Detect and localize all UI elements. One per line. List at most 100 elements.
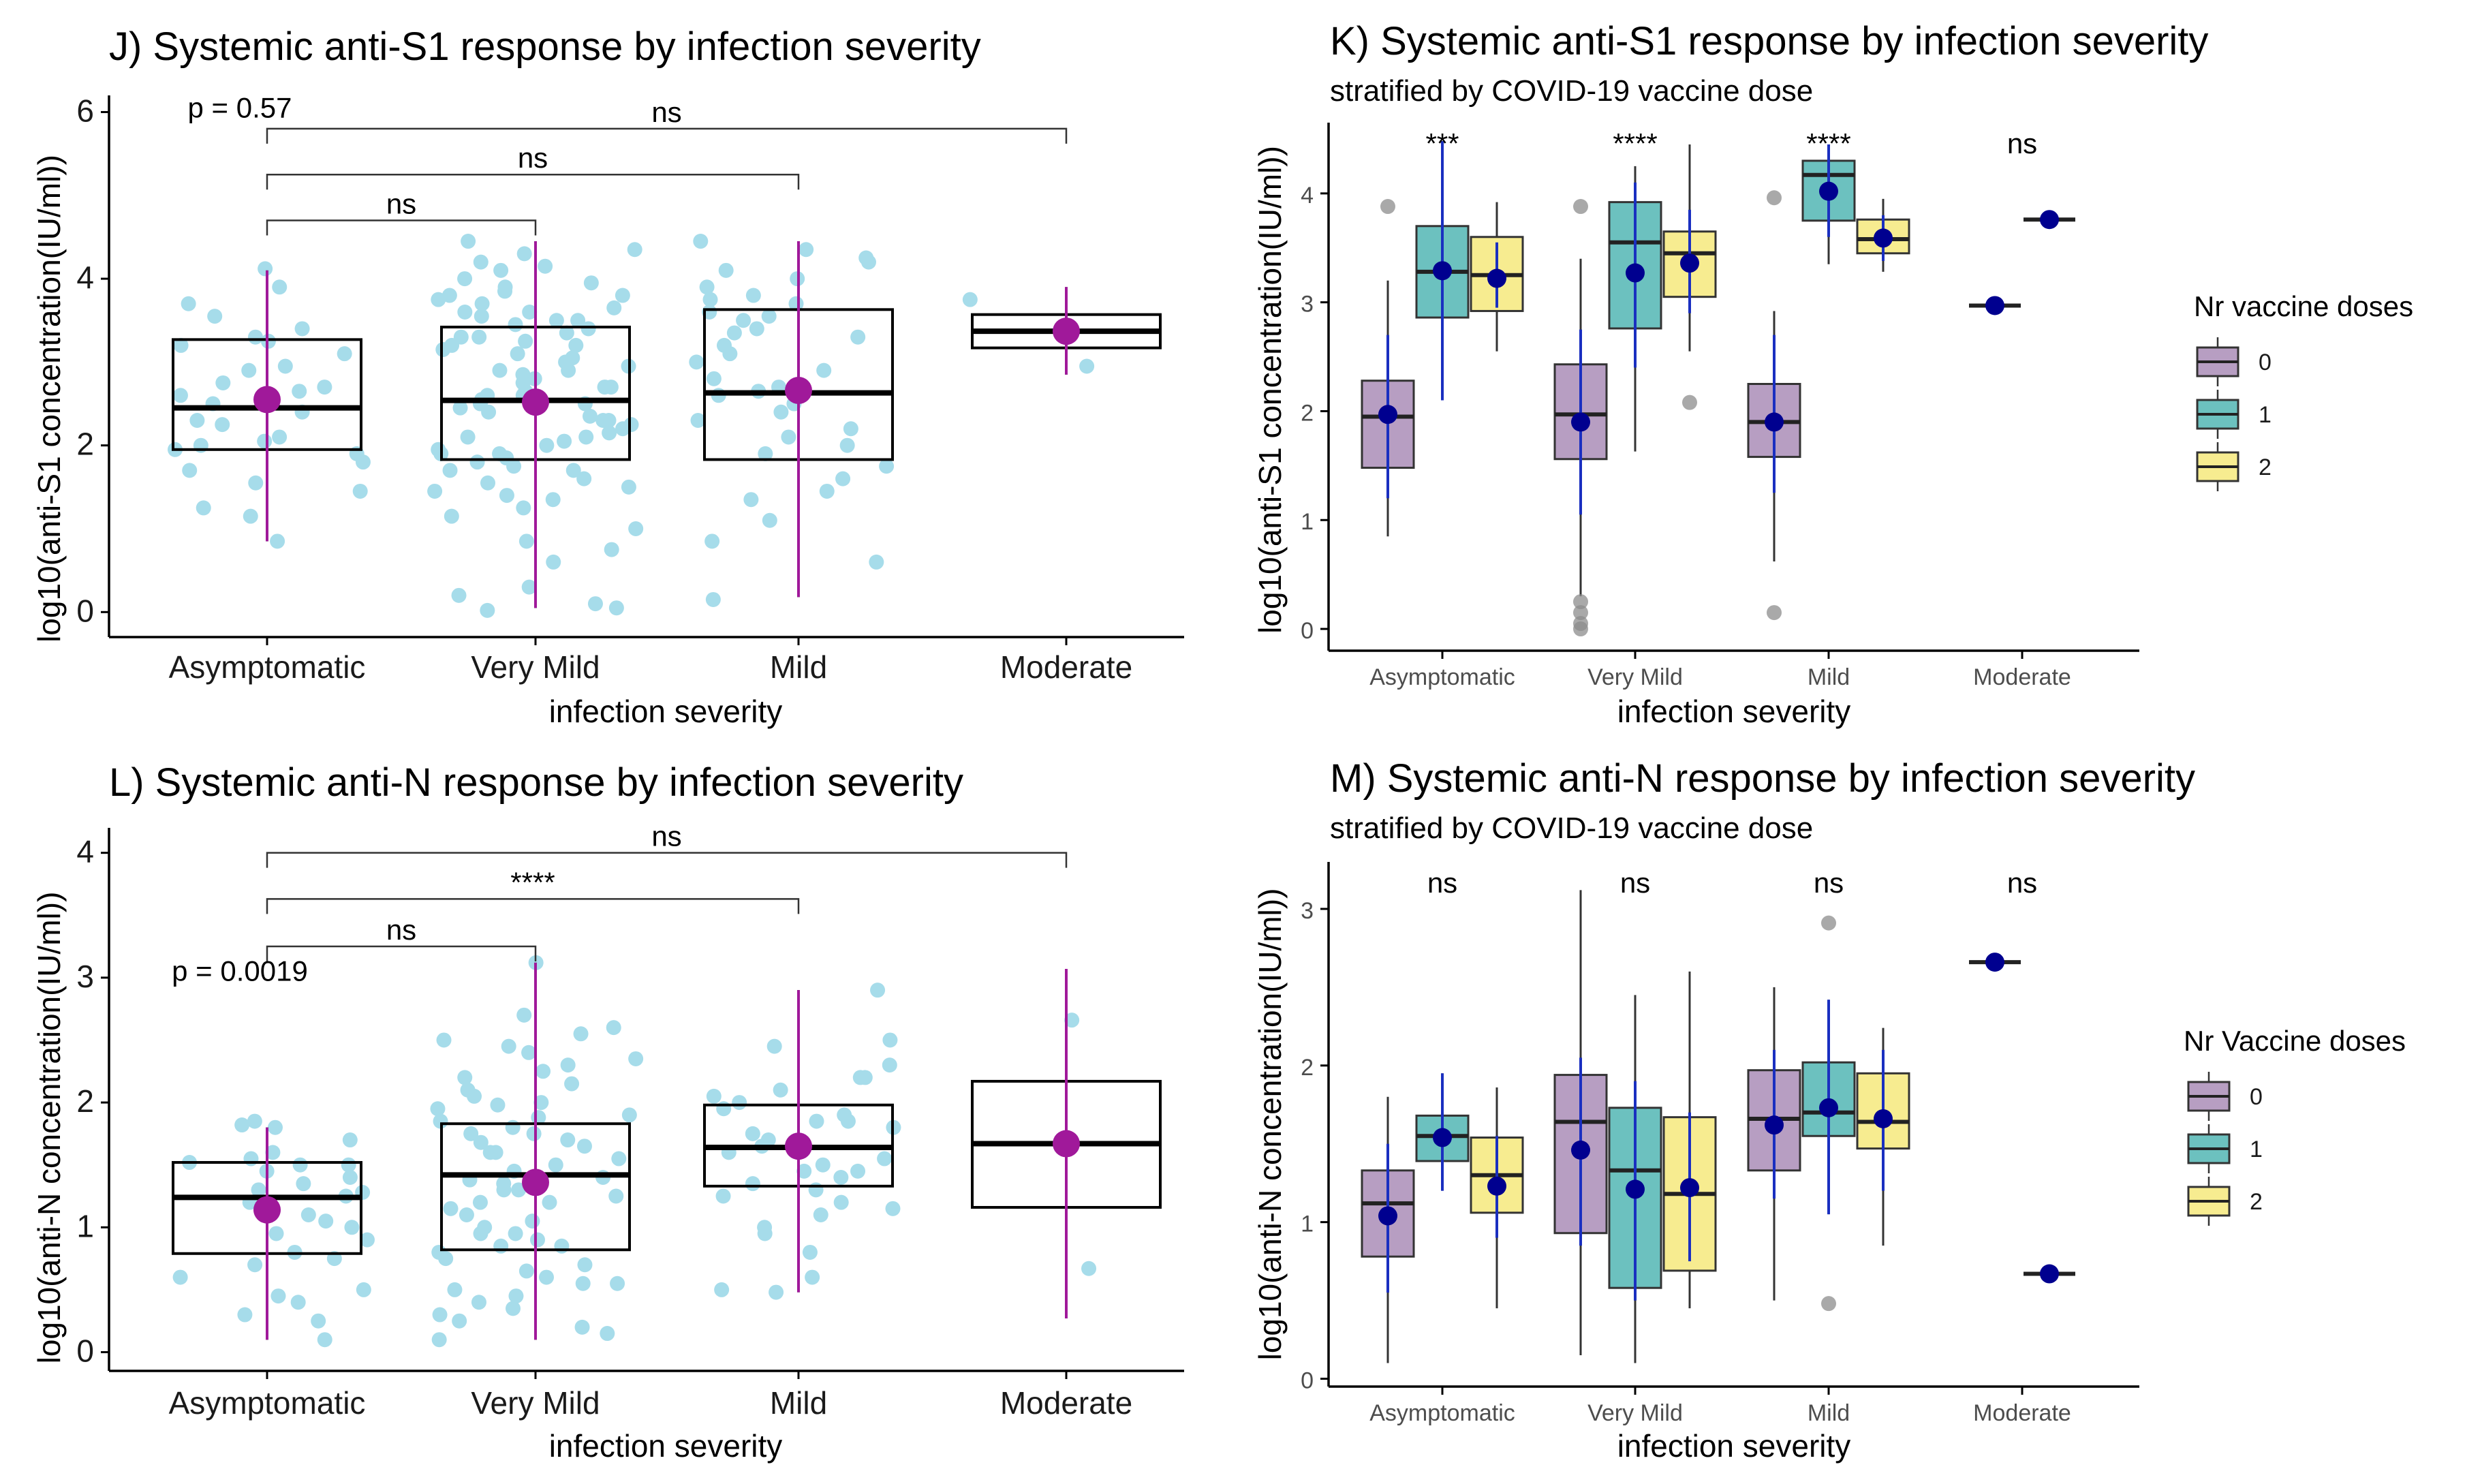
- panel-J-y-tick-label: 2: [76, 427, 94, 462]
- panel-l-ylabel: log10(anti-N concentration(IU/ml)): [31, 892, 67, 1364]
- jitter-point: [492, 362, 508, 378]
- jitter-point: [560, 1057, 576, 1073]
- outlier-point: [1573, 616, 1588, 632]
- jitter-point: [580, 321, 596, 337]
- jitter-point: [546, 554, 561, 570]
- jitter-point: [1064, 1012, 1080, 1028]
- jitter-point: [292, 384, 307, 399]
- jitter-point: [799, 242, 814, 258]
- panel-J-x-tick-label: Moderate: [1000, 649, 1132, 685]
- panel-k-plot: 0 1 2 3 4 Asymptomatic Very Mild Mild Moderate **…: [1301, 123, 2139, 690]
- outlier-point: [1573, 605, 1588, 621]
- panel-J-y-tick-label: 0: [76, 593, 94, 628]
- jitter-point: [496, 1182, 512, 1198]
- jitter-point: [582, 408, 598, 424]
- jitter-point: [796, 1163, 812, 1179]
- jitter-point: [457, 305, 473, 320]
- jitter-point: [265, 1145, 281, 1160]
- jitter-point: [722, 346, 738, 362]
- significance-label: ns: [651, 96, 681, 128]
- jitter-point: [526, 1126, 542, 1141]
- significance-label: ns: [386, 187, 416, 219]
- jitter-point: [536, 1064, 551, 1079]
- mean-point: [1378, 1206, 1397, 1226]
- panel-j-ylabel: log10(anti-S1 concentration(IU/ml)): [31, 155, 67, 643]
- jitter-point: [1079, 358, 1095, 374]
- jitter-point: [602, 425, 617, 441]
- jitter-point: [773, 1082, 788, 1098]
- panel-m-legend-title: Nr Vaccine doses: [2184, 1025, 2406, 1057]
- jitter-point: [743, 492, 759, 508]
- jitter-point: [268, 1226, 284, 1241]
- jitter-point: [621, 479, 636, 495]
- significance-bracket: [266, 898, 800, 914]
- jitter-point: [472, 1194, 488, 1210]
- jitter-point: [469, 454, 485, 470]
- jitter-point: [505, 1119, 521, 1135]
- jitter-point: [850, 329, 866, 345]
- jitter-point: [497, 283, 513, 299]
- jitter-point: [606, 1020, 621, 1036]
- jitter-point: [427, 483, 443, 499]
- jitter-point: [766, 1038, 782, 1054]
- jitter-point: [705, 591, 721, 607]
- jitter-point: [460, 429, 476, 445]
- jitter-point: [732, 1095, 747, 1111]
- jitter-point: [769, 1284, 784, 1300]
- significance-bracket: [266, 173, 800, 190]
- jitter-point: [706, 1088, 722, 1104]
- jitter-point: [615, 288, 630, 303]
- mean-point: [1053, 1130, 1080, 1158]
- panel-L-y-tick-label: 0: [76, 1333, 94, 1369]
- panel-K-x-tick-label: Very Mild: [1587, 664, 1683, 690]
- jitter-point: [576, 1139, 592, 1154]
- mean-point: [1378, 405, 1397, 424]
- jitter-point: [835, 471, 851, 486]
- jitter-point: [270, 1288, 286, 1304]
- jitter-point: [359, 1232, 375, 1248]
- jitter-point: [833, 1170, 849, 1186]
- panel-J-y-tick-label: 4: [76, 260, 94, 295]
- jitter-point: [516, 500, 531, 516]
- panel-M-y-tick-label: 3: [1301, 898, 1314, 924]
- panel-M-y-tick-label: 2: [1301, 1055, 1314, 1081]
- jitter-point: [482, 1145, 498, 1160]
- mean-point: [1626, 263, 1645, 283]
- panel-k-subtitle: stratified by COVID-19 vaccine dose: [1330, 74, 1813, 108]
- jitter-point: [570, 313, 586, 328]
- p-value-annotation: p = 0.0019: [172, 955, 308, 987]
- jitter-point: [511, 1182, 527, 1198]
- panel-L-y-tick-label: 1: [76, 1208, 94, 1243]
- panel-J-x-tick-label: Very Mild: [471, 649, 600, 685]
- jitter-point: [247, 329, 263, 345]
- jitter-point: [839, 437, 855, 453]
- jitter-point: [452, 1313, 467, 1329]
- jitter-point: [813, 1207, 828, 1222]
- jitter-point: [539, 437, 555, 453]
- jitter-point: [438, 1251, 454, 1267]
- jitter-point: [702, 292, 718, 307]
- significance-bracket: [266, 127, 1068, 144]
- jitter-point: [843, 421, 858, 437]
- jitter-point: [196, 500, 211, 516]
- outlier-point: [1682, 395, 1697, 410]
- significance-label: ns: [1814, 867, 1844, 899]
- jitter-point: [432, 1307, 448, 1323]
- jitter-point: [290, 1295, 306, 1310]
- panel-J-x-tick-label: Asymptomatic: [169, 649, 366, 685]
- panel-j-plot: 0 2 4 6 Asymptomatic Very Mild Mild Moderate ns n…: [76, 91, 1184, 685]
- panel-L-y-tick-label: 4: [76, 834, 94, 869]
- jitter-point: [761, 309, 777, 324]
- jitter-point: [474, 296, 490, 311]
- jitter-point: [857, 1070, 873, 1085]
- jitter-point: [516, 1007, 532, 1023]
- jitter-point: [882, 1032, 898, 1048]
- jitter-point: [885, 1201, 901, 1216]
- jitter-point: [296, 1176, 311, 1192]
- jitter-point: [962, 292, 978, 307]
- p-value-annotation: p = 0.57: [188, 91, 292, 123]
- jitter-point: [342, 1170, 358, 1186]
- jitter-point: [241, 362, 257, 378]
- jitter-point: [564, 1076, 580, 1092]
